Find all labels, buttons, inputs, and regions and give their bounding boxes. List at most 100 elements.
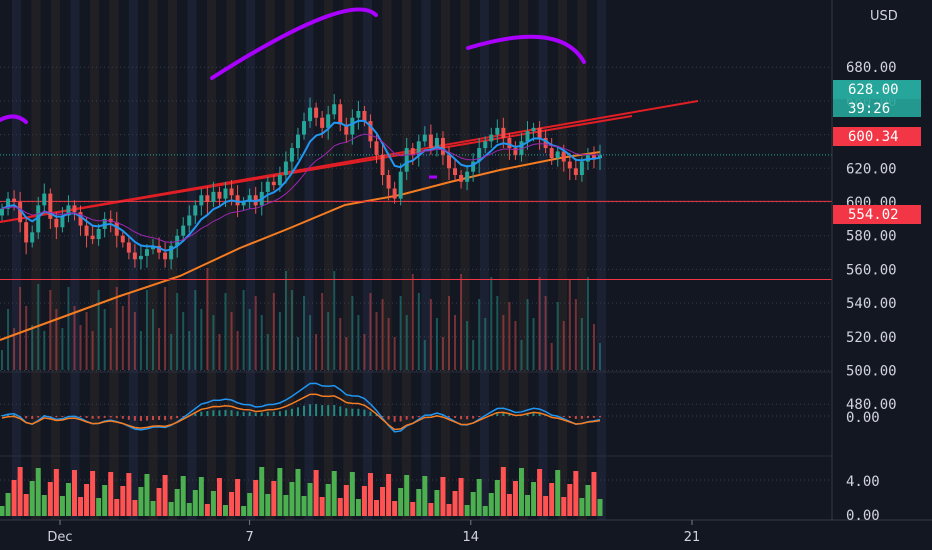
volume-bar [460, 274, 463, 370]
candle-body [247, 195, 252, 202]
volume-tick-label: 0.00 [846, 508, 880, 524]
session-band [187, 0, 197, 520]
session-band [12, 0, 21, 520]
volume-pane-bar [506, 494, 512, 516]
candle-body [277, 175, 282, 186]
candle-body [501, 127, 506, 138]
volume-bar [182, 312, 185, 370]
candle-body [241, 202, 246, 206]
macd-pane [1, 382, 601, 433]
macd-histogram-bar [206, 411, 209, 416]
candle-body [199, 195, 204, 206]
price-tick-label: 520.00 [846, 330, 897, 346]
macd-histogram-bar [387, 416, 390, 420]
candle-body [120, 235, 125, 243]
volume-bar [242, 290, 245, 370]
session-band [363, 0, 372, 520]
volume-pane-bar [78, 497, 84, 516]
candle-body [66, 205, 71, 216]
candle-body [289, 148, 294, 162]
volume-bar [260, 315, 263, 370]
session-band [597, 0, 606, 520]
macd-histogram-bar [405, 416, 408, 420]
volume-bar [236, 331, 239, 370]
volume-bar [544, 296, 547, 370]
volume-bar [586, 277, 589, 370]
volume-pane-bar [512, 481, 518, 516]
volume-bar [339, 318, 342, 370]
macd-histogram-bar [145, 416, 148, 421]
candle-body [380, 154, 385, 176]
session-band [109, 0, 119, 520]
volume-pane-bar [59, 496, 65, 516]
level-label-lower: 554.02 [848, 207, 899, 223]
volume-pane-bar [555, 470, 561, 516]
macd-histogram-bar [55, 416, 58, 418]
candle-body [6, 198, 11, 209]
macd-histogram-bar [417, 416, 420, 418]
volume-pane-bar [392, 501, 398, 516]
volume-bar [97, 290, 100, 370]
fast-ma-line [1, 119, 601, 252]
candle-body [320, 117, 325, 128]
candle-body [235, 195, 240, 206]
medium-ma-line [1, 133, 601, 243]
macd-histogram-bar [109, 416, 112, 418]
arc-middle [210, 7, 378, 80]
session-band [246, 0, 255, 520]
volume-bar [121, 306, 124, 370]
macd-histogram-bar [152, 416, 155, 421]
session-band [519, 0, 528, 520]
candle-body [368, 121, 373, 142]
volume-bar [73, 306, 76, 370]
candle-body [265, 181, 270, 192]
macd-histogram-bar [236, 411, 239, 416]
volume-pane-bar [398, 488, 404, 516]
macd-histogram-bar [164, 416, 167, 421]
volume-pane-bar [470, 492, 476, 516]
volume-bar [327, 312, 330, 370]
candle-body [471, 161, 476, 172]
candle-body [440, 137, 445, 155]
candle-body [392, 188, 397, 199]
volume-pane [0, 467, 603, 516]
volume-pane-bar [71, 470, 77, 516]
session-band [168, 0, 177, 520]
volume-bar [218, 334, 221, 370]
volume-pane-bar [47, 482, 53, 516]
volume-bar [393, 337, 396, 370]
volume-bar [176, 293, 179, 370]
macd-histogram-bar [327, 405, 330, 416]
candle-body [531, 127, 536, 132]
volume-bar [526, 299, 529, 370]
candle-body [271, 181, 276, 186]
candle-body [422, 134, 427, 142]
macd-histogram-bar [574, 416, 577, 419]
volume-pane-bar [114, 499, 120, 516]
candle-body [72, 205, 77, 213]
macd-histogram-bar [381, 416, 384, 417]
volume-pane-bar [319, 497, 325, 516]
candle-body [151, 245, 156, 250]
volume-bar [321, 293, 324, 370]
volume-pane-bar [17, 467, 23, 516]
volume-pane-bar [404, 475, 410, 516]
volume-pane-bar [235, 479, 241, 516]
current-price-label: 628.00 [848, 82, 899, 98]
candle-body [362, 111, 367, 122]
volume-pane-bar [247, 493, 253, 516]
macd-histogram-bar [25, 416, 28, 419]
time-tick-label: 7 [245, 530, 253, 545]
session-band [90, 0, 99, 520]
volume-pane-bar [482, 506, 488, 516]
time-axis[interactable]: Dec 7 14 21 [47, 520, 700, 545]
macd-histogram-bar [127, 416, 130, 420]
volume-pane-bar [108, 472, 114, 516]
volume-pane-bar [0, 506, 5, 516]
volume-pane-bar [567, 484, 573, 516]
volume-pane-bar [307, 483, 313, 516]
session-band [31, 0, 41, 520]
volume-pane-bar [23, 494, 29, 516]
macd-histogram-bar [230, 410, 233, 416]
